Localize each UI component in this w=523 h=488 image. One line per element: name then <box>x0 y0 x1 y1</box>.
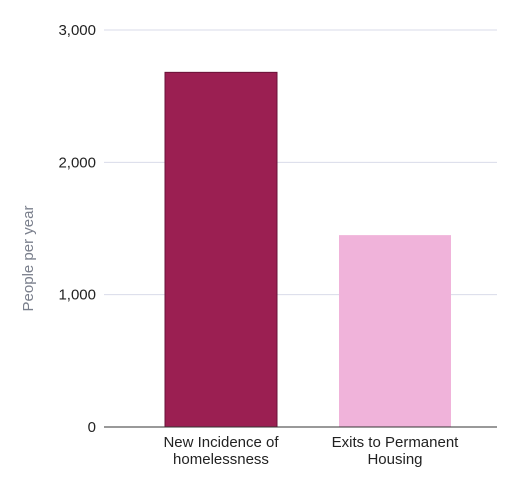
x-tick-label: Housing <box>367 451 422 468</box>
x-tick-label: Exits to Permanent <box>332 434 460 451</box>
bar <box>339 235 451 427</box>
y-axis-title: People per year <box>20 206 37 312</box>
x-tick-label: New Incidence of <box>163 434 279 451</box>
y-tick-label: 3,000 <box>58 22 96 39</box>
y-tick-label: 2,000 <box>58 154 96 171</box>
bar <box>164 71 278 428</box>
y-tick-label: 1,000 <box>58 287 96 304</box>
y-tick-label: 0 <box>88 419 96 436</box>
y-axis-ticks: 0 1,000 2,000 3,000 <box>58 22 96 436</box>
bars <box>164 71 451 428</box>
x-tick-label: homelessness <box>173 451 269 468</box>
